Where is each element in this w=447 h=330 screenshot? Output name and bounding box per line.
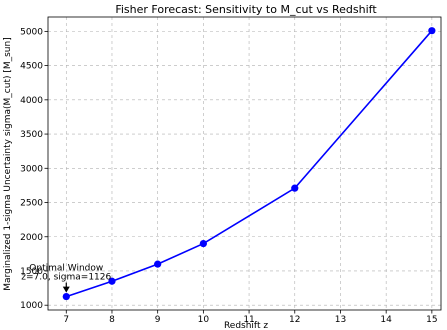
x-axis-label: Redshift z bbox=[224, 321, 268, 330]
x-tick-label: 15 bbox=[426, 315, 437, 325]
x-tick-label: 14 bbox=[380, 315, 392, 325]
chart-title: Fisher Forecast: Sensitivity to M_cut vs… bbox=[115, 3, 377, 16]
series-line bbox=[66, 30, 433, 298]
grid bbox=[48, 17, 441, 310]
annotation-line1: Optimal Window bbox=[29, 264, 103, 274]
data-point bbox=[428, 27, 436, 35]
data-point bbox=[108, 277, 116, 285]
x-tick-label: 13 bbox=[335, 315, 346, 325]
data-point bbox=[62, 292, 70, 301]
annotation-line2: z=7.0, sigma=1126 bbox=[21, 273, 111, 283]
y-axis: 1000 1500 2000 2500 3000 3500 4000 4500 5000 bbox=[20, 27, 48, 311]
y-tick-label: 4000 bbox=[20, 96, 43, 106]
x-tick-label: 7 bbox=[63, 315, 69, 325]
data-point bbox=[199, 239, 207, 248]
data-point bbox=[291, 184, 299, 192]
series bbox=[62, 27, 436, 301]
y-tick-label: 1000 bbox=[20, 301, 43, 311]
annotation-arrow-head bbox=[62, 286, 70, 293]
y-axis-label: Marginalized 1-sigma Uncertainty sigma(M… bbox=[3, 37, 13, 290]
x-tick-label: 8 bbox=[109, 315, 115, 325]
y-tick-label: 4500 bbox=[20, 62, 43, 72]
x-tick-label: 10 bbox=[198, 315, 210, 325]
y-tick-label: 1500 bbox=[20, 267, 43, 277]
y-tick-label: 2500 bbox=[20, 199, 43, 209]
x-tick-label: 9 bbox=[155, 315, 161, 325]
x-tick-label: 11 bbox=[243, 315, 254, 325]
y-tick-label: 2000 bbox=[20, 233, 43, 243]
x-tick-label: 12 bbox=[289, 315, 300, 325]
data-point bbox=[154, 260, 162, 268]
x-axis: 7 8 9 10 11 12 13 14 15 bbox=[63, 310, 438, 325]
y-tick-label: 3000 bbox=[20, 164, 43, 174]
y-tick-label: 5000 bbox=[20, 27, 43, 37]
plot-frame bbox=[47, 16, 442, 311]
y-tick-label: 3500 bbox=[20, 130, 43, 140]
